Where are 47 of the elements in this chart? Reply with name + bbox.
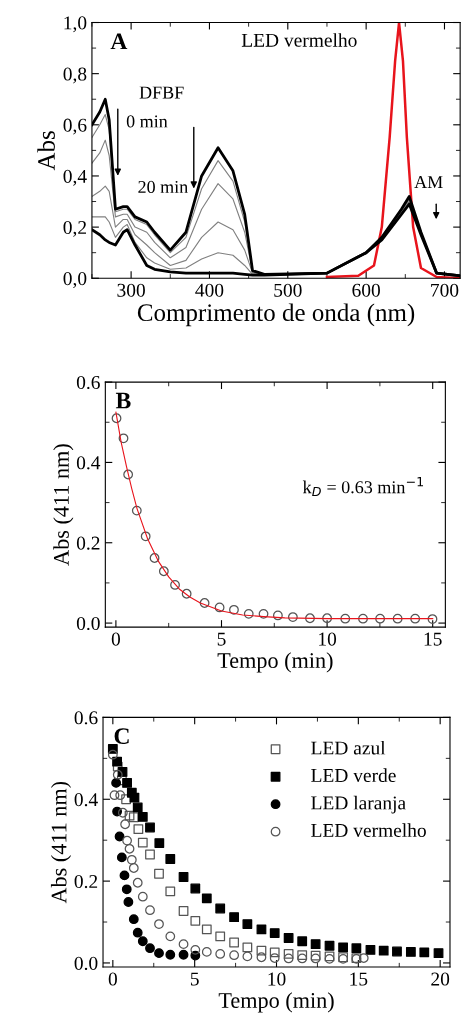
- y-axis-title: Abs: [37, 131, 55, 171]
- y-tick-label: 0.0: [74, 956, 98, 970]
- y-tick-label: 0.6: [76, 375, 100, 390]
- x-tick-label: 500: [274, 283, 302, 297]
- y-axis-title: Abs (411 nm): [50, 781, 72, 904]
- chart-title: A: [110, 33, 128, 50]
- x-tick-label: 0: [108, 972, 117, 986]
- y-tick-label: 0,6: [63, 118, 87, 135]
- y-axis-title: Abs (411 nm): [53, 444, 74, 566]
- y-tick-label: 0.0: [76, 616, 100, 631]
- x-tick-label: 15: [424, 632, 442, 646]
- chart-title: B: [115, 392, 131, 409]
- x-tick-label: 5: [217, 632, 226, 646]
- y-tick-label: 0.4: [76, 456, 101, 470]
- x-tick-label: 0: [111, 632, 121, 646]
- y-tick-label: 0,4: [63, 169, 87, 186]
- y-tick-label: 0.2: [74, 874, 98, 889]
- y-tick-label: 0,2: [63, 220, 86, 237]
- y-tick-label: 1,0: [64, 16, 87, 33]
- x-tick-label: 600: [352, 283, 380, 297]
- x-tick-label: 700: [431, 283, 459, 297]
- annotation: AM: [414, 176, 443, 188]
- legend-label: LED verde: [311, 768, 396, 783]
- y-tick-label: 0,8: [63, 67, 87, 84]
- y-tick-label: 0.2: [76, 536, 100, 550]
- y-tick-label: 0,0: [63, 272, 87, 288]
- x-tick-label: 400: [195, 283, 224, 297]
- x-axis-title: Tempo (min): [217, 652, 333, 673]
- annotation: k$_{D}$ = 0.63 min$^{−1}$: [302, 477, 424, 497]
- x-tick-label: 20: [431, 972, 450, 986]
- annotation: DFBF: [139, 86, 184, 99]
- annotation: 20 min: [138, 180, 188, 194]
- x-tick-label: 300: [117, 283, 145, 297]
- annotation: 0 min: [126, 115, 168, 128]
- x-tick-label: 10: [319, 632, 337, 646]
- x-tick-label: 5: [190, 972, 199, 986]
- x-tick-label: 10: [268, 972, 286, 986]
- chart-title: C: [114, 728, 129, 745]
- legend-label: LED laranja: [311, 795, 406, 814]
- legend-label: LED vermelho: [311, 823, 426, 837]
- y-tick-label: 0.4: [74, 793, 98, 807]
- text: LED vermelho: [241, 33, 357, 47]
- y-tick-label: 0.6: [74, 711, 98, 725]
- x-axis-title: Tempo (min): [218, 992, 334, 1013]
- x-axis-title: Comprimento de onda (nm): [137, 303, 415, 327]
- legend-label: LED azul: [311, 740, 386, 755]
- x-tick-label: 15: [350, 972, 368, 986]
